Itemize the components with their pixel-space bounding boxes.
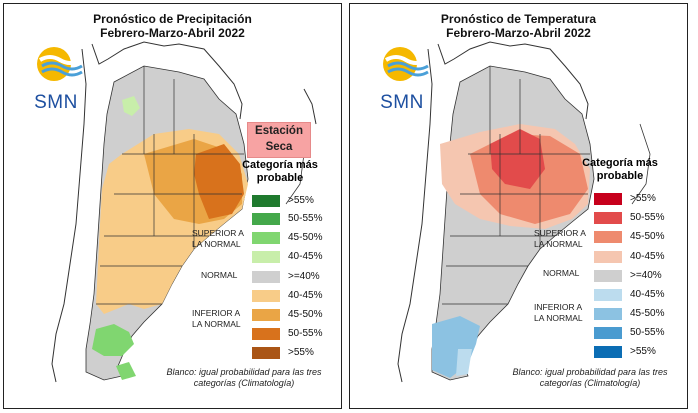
legend-label: 40-45% bbox=[288, 290, 323, 301]
legend-swatch bbox=[252, 309, 280, 321]
legend-swatch bbox=[252, 251, 280, 263]
legend-swatch bbox=[594, 251, 622, 263]
legend-swatch bbox=[252, 347, 280, 359]
legend-label: 45-50% bbox=[630, 308, 665, 319]
period-line: Febrero-Marzo-Abril 2022 bbox=[100, 26, 245, 40]
legend-swatch bbox=[594, 231, 622, 243]
smn-sun-wave-icon bbox=[383, 47, 429, 81]
legend-label: 50-55% bbox=[288, 213, 323, 224]
legend-label: >55% bbox=[288, 347, 314, 358]
legend-swatch bbox=[252, 271, 280, 283]
category-normal: NORMAL bbox=[201, 270, 238, 280]
period-line: Febrero-Marzo-Abril 2022 bbox=[446, 26, 591, 40]
panel-title: Pronóstico de Temperatura Febrero-Marzo-… bbox=[350, 12, 687, 40]
smn-logo-text: SMN bbox=[380, 92, 424, 113]
legend-swatch bbox=[594, 270, 622, 282]
title-line: Pronóstico de Temperatura bbox=[440, 12, 597, 26]
legend-label: 50-55% bbox=[288, 328, 323, 339]
legend-label: 45-50% bbox=[630, 231, 665, 242]
dry-season-badge: Estación Seca bbox=[247, 122, 311, 158]
legend-swatch bbox=[594, 346, 622, 358]
legend-swatch bbox=[252, 232, 280, 244]
legend-title: Categoría más probable bbox=[242, 159, 318, 184]
title-line: Pronóstico de Precipitación bbox=[93, 12, 252, 26]
legend-label: 40-45% bbox=[630, 289, 665, 300]
legend-label: 50-55% bbox=[630, 327, 665, 338]
temperature-forecast-panel: Pronóstico de Temperatura Febrero-Marzo-… bbox=[349, 3, 688, 409]
legend-label: 50-55% bbox=[630, 212, 665, 223]
smn-logo: SMN bbox=[372, 42, 432, 113]
category-upper: SUPERIOR A LA NORMAL bbox=[192, 228, 244, 249]
category-lower: INFERIOR A LA NORMAL bbox=[192, 308, 241, 329]
legend-label: >=40% bbox=[630, 270, 662, 281]
category-normal: NORMAL bbox=[543, 268, 580, 278]
legend-swatch bbox=[252, 213, 280, 225]
legend-swatch bbox=[252, 290, 280, 302]
legend-swatch bbox=[594, 212, 622, 224]
legend-label: >=40% bbox=[288, 271, 320, 282]
legend-label: >55% bbox=[288, 195, 314, 206]
panel-title: Pronóstico de Precipitación Febrero-Marz… bbox=[4, 12, 341, 40]
footnote: Blanco: igual probabilidad para las tres… bbox=[512, 367, 668, 388]
legend-label: >55% bbox=[630, 346, 656, 357]
smn-sun-wave-icon bbox=[37, 47, 83, 81]
legend-label: 45-50% bbox=[288, 309, 323, 320]
legend-swatch bbox=[252, 195, 280, 207]
category-upper: SUPERIOR A LA NORMAL bbox=[534, 228, 586, 249]
footnote: Blanco: igual probabilidad para las tres… bbox=[166, 367, 322, 388]
legend-label: >55% bbox=[630, 193, 656, 204]
legend-label: 40-45% bbox=[630, 251, 665, 262]
temperature-map bbox=[397, 41, 651, 383]
precipitation-map bbox=[51, 41, 317, 383]
legend-swatch bbox=[594, 289, 622, 301]
smn-logo: SMN bbox=[26, 42, 86, 113]
legend-label: 45-50% bbox=[288, 232, 323, 243]
category-lower: INFERIOR A LA NORMAL bbox=[534, 302, 583, 323]
legend-label: 40-45% bbox=[288, 251, 323, 262]
legend-swatch bbox=[594, 327, 622, 339]
legend-title: Categoría más probable bbox=[582, 157, 658, 182]
legend-swatch bbox=[594, 308, 622, 320]
smn-logo-text: SMN bbox=[34, 92, 78, 113]
legend-swatch bbox=[594, 193, 622, 205]
legend-swatch bbox=[252, 328, 280, 340]
precipitation-forecast-panel: Pronóstico de Precipitación Febrero-Marz… bbox=[3, 3, 342, 409]
